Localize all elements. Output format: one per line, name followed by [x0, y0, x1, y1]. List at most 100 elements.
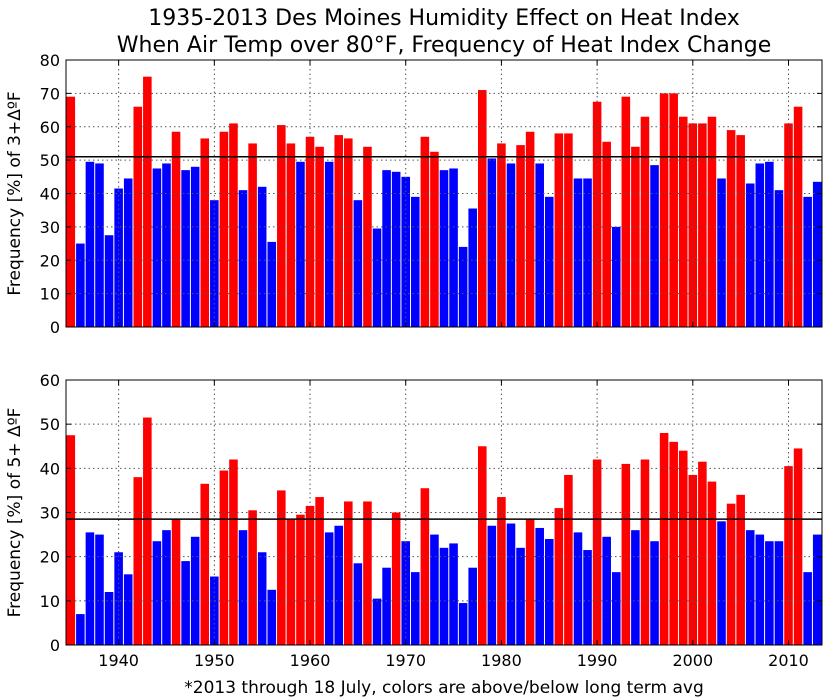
bar-1936 — [76, 614, 85, 645]
y-tick-label: 10 — [40, 285, 60, 304]
bar-2001 — [698, 461, 707, 645]
bar-1993 — [621, 96, 631, 328]
bar-2004 — [726, 130, 736, 327]
bar-1970 — [401, 541, 411, 645]
bar-1965 — [353, 563, 363, 645]
bar-1988 — [573, 178, 583, 327]
y-tick-label: 80 — [40, 51, 60, 70]
bar-1958 — [286, 519, 296, 646]
bar-1952 — [229, 123, 238, 327]
y-tick-label: 0 — [50, 636, 60, 655]
bar-1986 — [554, 508, 564, 645]
bar-1984 — [535, 163, 544, 327]
bar-1987 — [564, 474, 573, 645]
bar-1991 — [602, 141, 611, 327]
bar-1948 — [190, 536, 200, 645]
bar-1951 — [219, 470, 229, 645]
bar-1963 — [334, 525, 344, 645]
bar-1955 — [257, 552, 267, 645]
x-tick-label: 2010 — [768, 651, 809, 670]
bar-1973 — [430, 151, 439, 327]
bar-1961 — [315, 146, 324, 327]
bar-1982 — [516, 547, 525, 645]
bar-1979 — [487, 525, 497, 645]
bar-1985 — [544, 196, 554, 327]
bar-1972 — [420, 488, 430, 645]
bar-1947 — [181, 561, 190, 645]
bar-1958 — [286, 143, 296, 327]
y-tick-label: 40 — [40, 459, 60, 478]
bar-1969 — [391, 512, 401, 645]
bar-1942 — [133, 106, 143, 327]
bar-1999 — [678, 450, 688, 645]
bar-2009 — [774, 541, 784, 645]
bar-1952 — [229, 459, 238, 645]
y-tick-label: 50 — [40, 151, 60, 170]
y-tick-label: 20 — [40, 251, 60, 270]
y-tick-label: 20 — [40, 548, 60, 567]
bar-1969 — [391, 171, 401, 327]
bar-1942 — [133, 477, 143, 645]
bar-2008 — [765, 541, 774, 645]
bar-1988 — [573, 532, 583, 646]
bar-2008 — [765, 161, 774, 327]
bar-1994 — [631, 146, 640, 327]
bar-2005 — [736, 135, 745, 327]
bar-1935 — [66, 435, 76, 645]
bar-1968 — [382, 170, 391, 327]
y-tick-label: 60 — [40, 118, 60, 137]
bar-2000 — [688, 474, 698, 645]
bar-1972 — [420, 136, 430, 327]
chart-title-line1: 1935-2013 Des Moines Humidity Effect on … — [148, 6, 740, 31]
bar-1970 — [401, 176, 411, 327]
bar-1975 — [449, 543, 458, 645]
bar-1971 — [411, 196, 420, 327]
bar-1996 — [650, 541, 659, 645]
x-tick-label: 1940 — [98, 651, 139, 670]
bar-1971 — [411, 572, 420, 646]
bar-1985 — [544, 539, 554, 645]
bar-1943 — [143, 417, 152, 645]
bar-1951 — [219, 131, 229, 327]
bar-1979 — [487, 158, 497, 327]
y-tick-label: 10 — [40, 592, 60, 611]
bar-1959 — [296, 514, 305, 645]
bar-1995 — [640, 459, 650, 645]
x-tick-label: 1960 — [290, 651, 331, 670]
bar-1944 — [152, 541, 162, 645]
bar-1944 — [152, 168, 162, 327]
bar-1987 — [564, 133, 573, 327]
bar-1980 — [497, 497, 506, 645]
bar-1937 — [85, 532, 95, 646]
bar-1981 — [506, 523, 516, 645]
bar-1989 — [583, 178, 592, 327]
y-tick-label: 60 — [40, 371, 60, 390]
bar-1981 — [506, 163, 516, 327]
bar-1936 — [76, 243, 85, 327]
x-tick-label: 1980 — [481, 651, 522, 670]
x-tick-label: 1970 — [385, 651, 426, 670]
panel-5f: 0 10 20 30 40 50 60 1940 1950 1960 1970 1980 1990 200… — [5, 371, 823, 670]
bar-1938 — [95, 534, 104, 645]
bar-1986 — [554, 133, 564, 327]
bar-1945 — [162, 530, 171, 645]
bar-2013 — [812, 534, 822, 645]
bar-1975 — [449, 168, 458, 327]
y-axis-label: Frequency [%] of 3+ΔºF — [5, 91, 25, 295]
x-tick-label: 1990 — [577, 651, 618, 670]
bar-1983 — [525, 131, 535, 327]
bar-1962 — [324, 532, 334, 646]
bar-2007 — [755, 534, 765, 645]
bar-1974 — [439, 547, 449, 645]
bar-1968 — [382, 567, 391, 645]
bar-1947 — [181, 170, 190, 327]
bar-2006 — [745, 183, 755, 327]
bar-1977 — [468, 567, 477, 645]
bar-1963 — [334, 135, 344, 327]
y-axis-label: Frequency [%] of 5+ ΔºF — [5, 408, 25, 618]
bar-1945 — [162, 163, 171, 327]
bar-1956 — [267, 241, 277, 327]
bar-1962 — [324, 161, 334, 327]
bar-1959 — [296, 161, 305, 327]
